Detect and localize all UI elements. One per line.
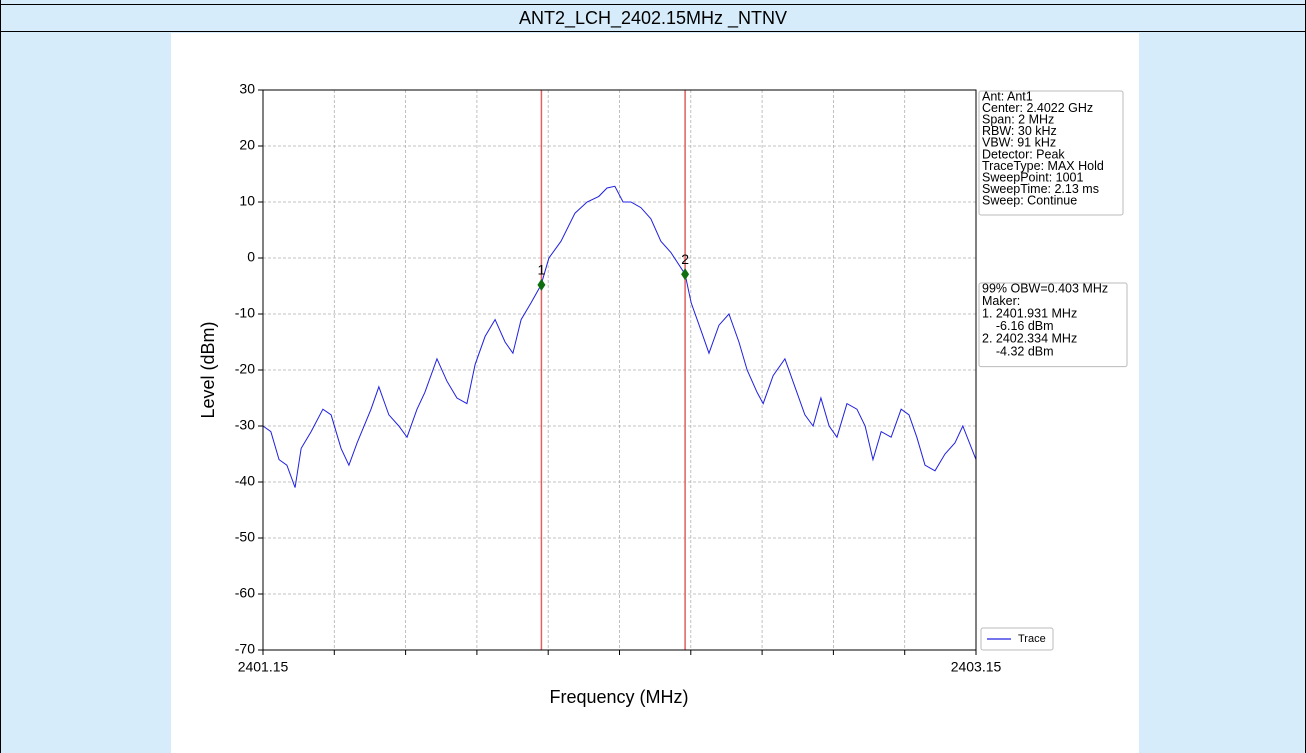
header-title: ANT2_LCH_2402.15MHz _NTNV	[1, 5, 1305, 32]
info-text: TraceType: MAX Hold	[982, 159, 1104, 173]
info-text: VBW: 91 kHz	[982, 136, 1056, 150]
x-axis-label: Frequency (MHz)	[549, 687, 688, 707]
info-text: 1. 2401.931 MHz	[982, 306, 1077, 320]
info-text: 99% OBW=0.403 MHz	[982, 281, 1108, 295]
plot-frame	[262, 89, 977, 651]
marker	[681, 268, 690, 281]
x-tick-label: 2403.15	[951, 659, 1002, 675]
info-text: Sweep: Continue	[982, 194, 1077, 208]
info-box	[978, 282, 1128, 368]
info-text: RBW: 30 kHz	[982, 124, 1057, 138]
y-tick-label: -40	[235, 473, 255, 489]
info-text: -6.16 dBm	[982, 319, 1054, 333]
info-text: SweepPoint: 1001	[982, 170, 1084, 184]
y-tick-label: -70	[235, 641, 255, 657]
y-tick-label: -50	[235, 529, 255, 545]
info-text: Maker:	[982, 294, 1020, 308]
x-tick-label: 2401.15	[238, 659, 289, 675]
y-tick-label: -10	[235, 305, 255, 321]
y-axis-label: Level (dBm)	[198, 321, 218, 418]
y-tick-label: -60	[235, 585, 255, 601]
y-tick-label: 0	[247, 249, 255, 265]
info-text: SweepTime: 2.13 ms	[982, 182, 1099, 196]
info-text: 2. 2402.334 MHz	[982, 332, 1077, 346]
info-text: Detector: Peak	[982, 147, 1065, 161]
y-tick-label: -30	[235, 417, 255, 433]
y-tick-label: -20	[235, 361, 255, 377]
marker	[537, 278, 546, 291]
y-tick-label: 30	[239, 81, 255, 97]
info-text: Ant: Ant1	[982, 89, 1033, 103]
y-tick-label: 10	[239, 193, 255, 209]
trace-line	[262, 185, 977, 488]
chart-image	[171, 33, 1139, 753]
y-tick-label: 20	[239, 137, 255, 153]
marker-label: 1	[538, 262, 546, 278]
top-row	[1, 0, 1305, 5]
legend-box	[980, 627, 1054, 651]
info-text: -4.32 dBm	[982, 344, 1054, 358]
info-text: Span: 2 MHz	[982, 112, 1054, 126]
info-box	[978, 90, 1124, 216]
info-text: Center: 2.4022 GHz	[982, 101, 1093, 115]
legend-label: Trace	[1018, 633, 1046, 645]
marker-label: 2	[681, 251, 689, 267]
